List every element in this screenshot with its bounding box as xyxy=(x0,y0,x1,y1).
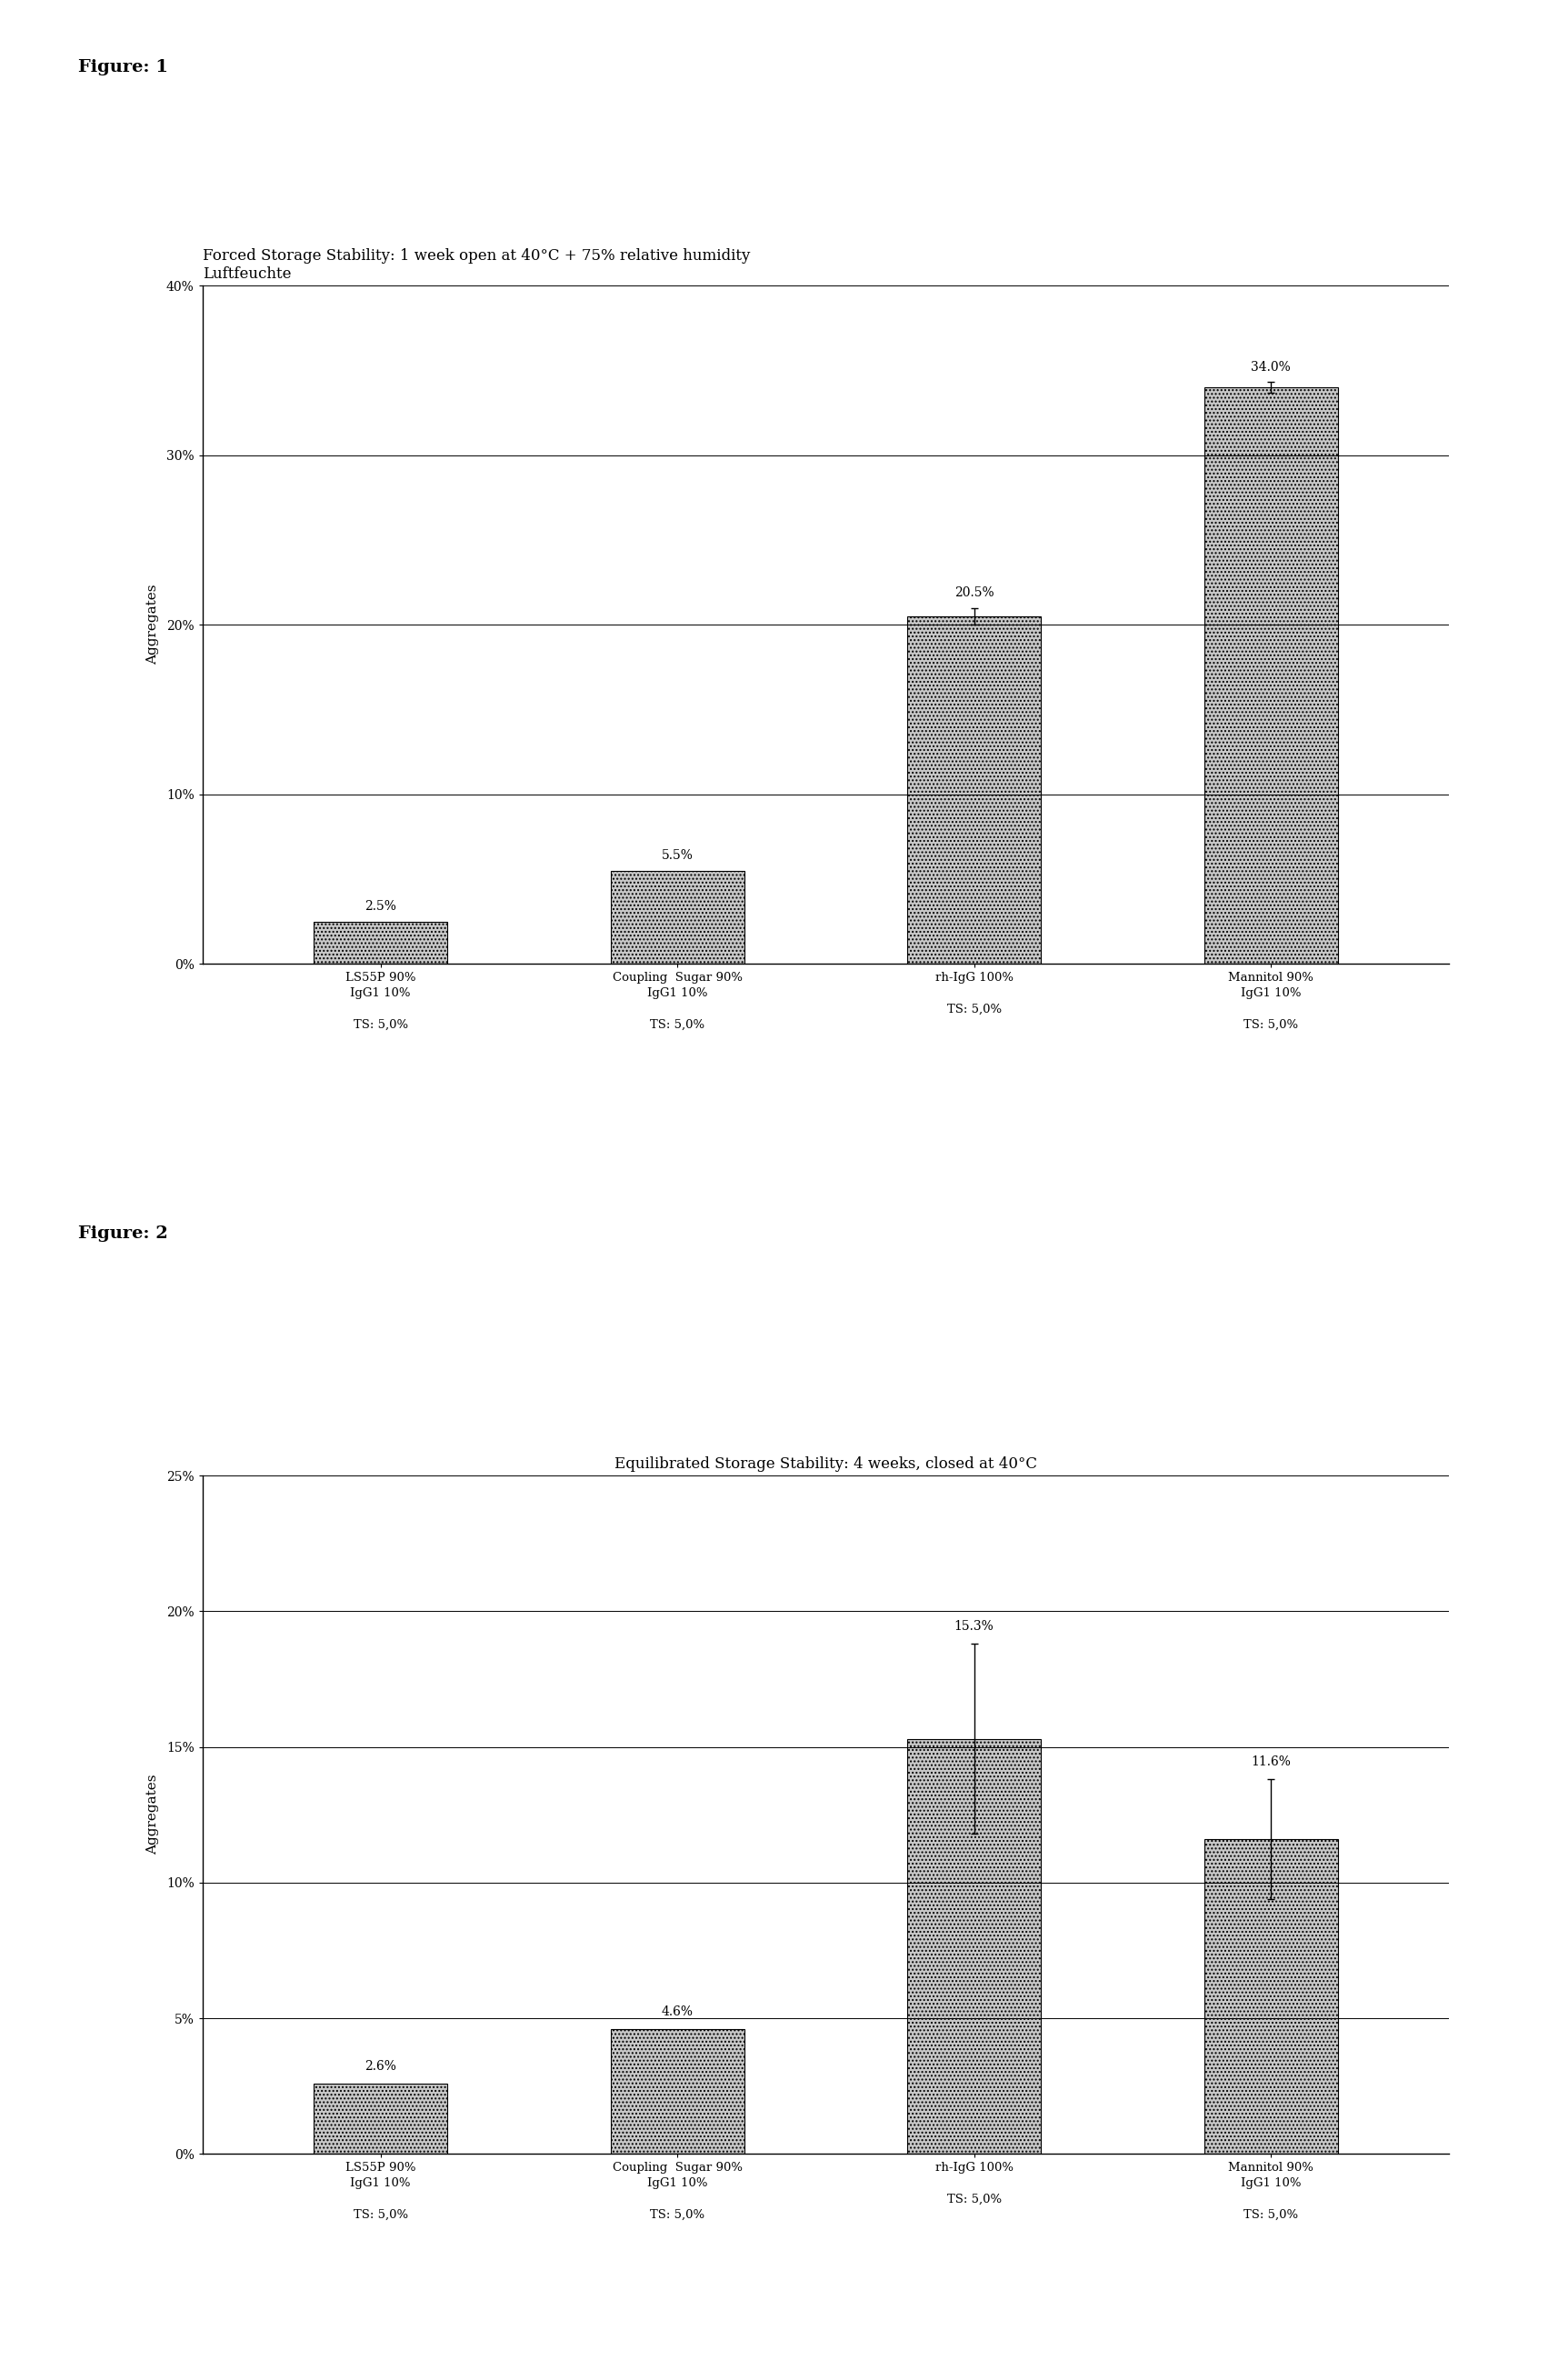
Bar xyxy=(1204,388,1338,964)
Bar xyxy=(907,1740,1041,2154)
Text: 5.5%: 5.5% xyxy=(662,850,693,862)
Bar xyxy=(907,616,1041,964)
Bar xyxy=(313,921,447,964)
Text: 11.6%: 11.6% xyxy=(1251,1756,1292,1768)
Text: 4.6%: 4.6% xyxy=(662,2006,693,2018)
Bar xyxy=(313,2082,447,2154)
Bar xyxy=(611,871,745,964)
Bar xyxy=(611,2030,745,2154)
Text: Figure: 2: Figure: 2 xyxy=(78,1226,168,1242)
Text: Figure: 1: Figure: 1 xyxy=(78,60,168,76)
Text: Forced Storage Stability: 1 week open at 40°C + 75% relative humidity
Luftfeucht: Forced Storage Stability: 1 week open at… xyxy=(203,248,749,281)
Text: 15.3%: 15.3% xyxy=(953,1621,994,1633)
Text: 20.5%: 20.5% xyxy=(955,585,994,600)
Title: Equilibrated Storage Stability: 4 weeks, closed at 40°C: Equilibrated Storage Stability: 4 weeks,… xyxy=(614,1457,1038,1471)
Y-axis label: Aggregates: Aggregates xyxy=(146,1775,159,1854)
Text: 2.6%: 2.6% xyxy=(365,2059,396,2073)
Y-axis label: Aggregates: Aggregates xyxy=(146,585,159,664)
Text: 34.0%: 34.0% xyxy=(1251,362,1290,374)
Bar xyxy=(1204,1840,1338,2154)
Text: 2.5%: 2.5% xyxy=(365,900,396,914)
